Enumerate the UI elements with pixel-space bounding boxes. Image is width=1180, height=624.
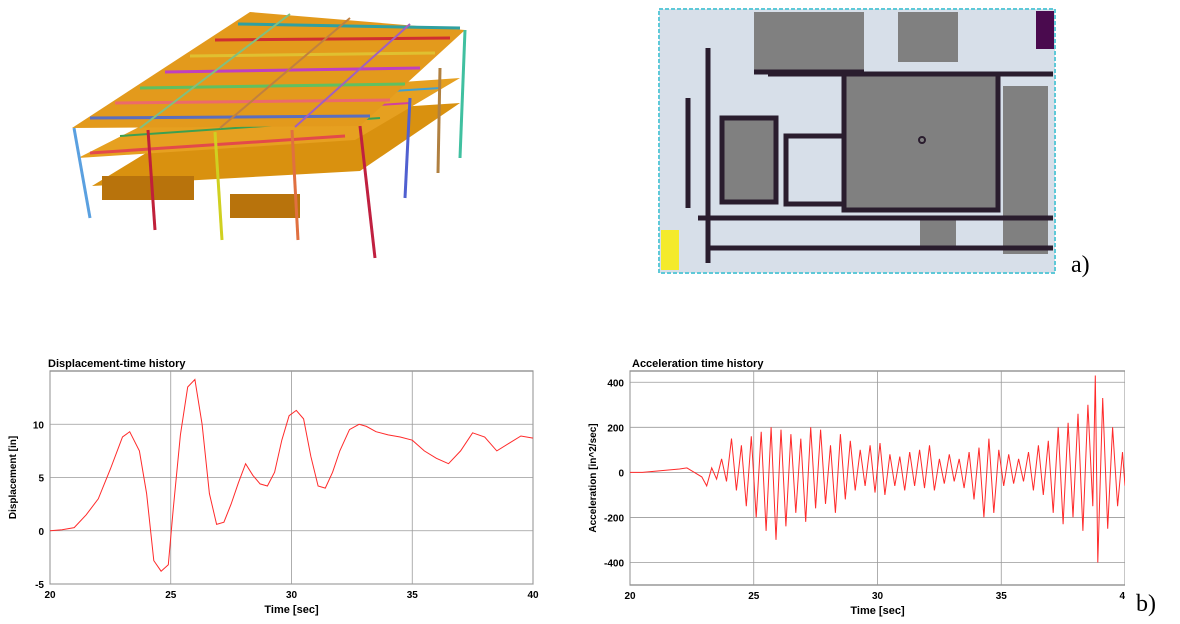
disp-ytick-label: 0 [38, 527, 44, 538]
acc-ytick-label: 200 [607, 423, 624, 434]
disp-xtick-label: 40 [527, 590, 539, 601]
acc-series-line [630, 375, 1126, 563]
floor-plan [658, 8, 1056, 274]
label-b: b) [1136, 591, 1156, 617]
acc-title: Acceleration time history [632, 358, 764, 370]
plan-purple-room [1036, 11, 1054, 49]
plan-gray-zones [724, 12, 1048, 254]
acc-ytick-label: -200 [604, 513, 624, 524]
disp-title: Displacement-time history [48, 358, 186, 370]
disp-xtick-label: 35 [407, 590, 419, 601]
plan-center-marker [918, 136, 926, 144]
acc-ytick-label: 0 [618, 468, 624, 479]
disp-series-line [49, 378, 534, 572]
label-a: a) [1071, 252, 1090, 278]
slab-level-3 [72, 12, 465, 129]
plan-yellow-room [661, 230, 679, 270]
acc-xtick-label: 35 [996, 591, 1008, 602]
chart-acceleration: Acceleration time history 20 25 30 35 40 400 20… [580, 352, 1131, 619]
acc-xtick-label: 30 [872, 591, 884, 602]
acc-ytick-label: 400 [607, 378, 624, 389]
acc-xtick-label: 20 [624, 591, 636, 602]
disp-xtick-label: 20 [44, 590, 56, 601]
disp-xtick-label: 30 [286, 590, 298, 601]
acc-xtick-label: 40 [1119, 591, 1125, 602]
chart-displacement: Displacement-time history 20 25 30 35 40 -5 0 5 1… [0, 352, 540, 619]
frame-model-3d [60, 8, 480, 266]
disp-ytick-label: 5 [38, 474, 44, 485]
plan-walls [685, 48, 1053, 263]
acc-xtick-label: 25 [748, 591, 760, 602]
acc-ytick-label: -400 [604, 558, 624, 569]
disp-ytick-label: 10 [33, 420, 45, 431]
disp-xtick-label: 25 [165, 590, 177, 601]
disp-xlabel: Time [sec] [264, 604, 319, 616]
columns [72, 29, 467, 259]
acc-xlabel: Time [sec] [850, 605, 905, 617]
disp-ylabel: Displacement [in] [8, 436, 19, 519]
disp-ytick-label: -5 [35, 580, 44, 591]
acc-ylabel: Acceleration [in^2/sec] [588, 423, 599, 532]
